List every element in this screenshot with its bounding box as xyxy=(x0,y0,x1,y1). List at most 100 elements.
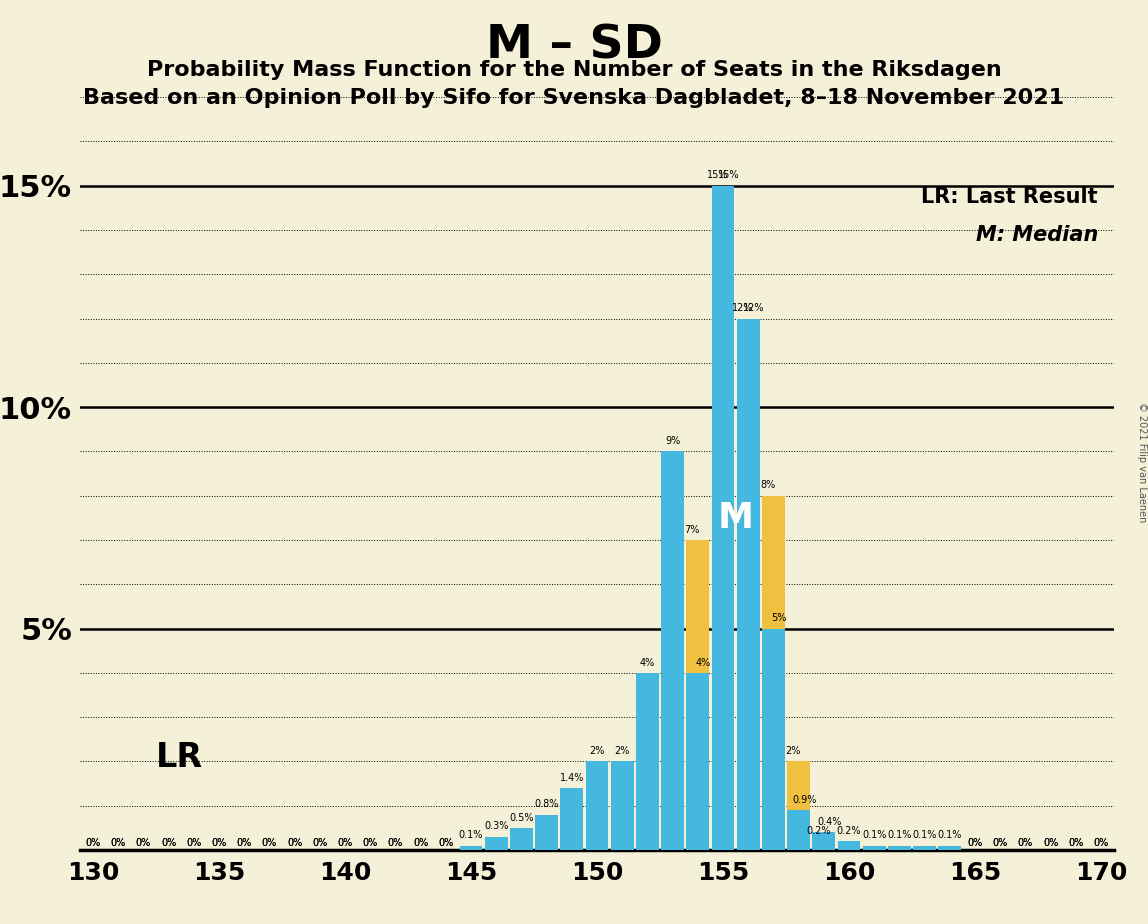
Bar xyxy=(762,628,785,850)
Bar xyxy=(938,845,961,850)
Text: 12%: 12% xyxy=(732,303,753,313)
Bar xyxy=(712,186,735,850)
Text: 0%: 0% xyxy=(110,838,126,848)
Bar xyxy=(788,761,809,850)
Text: © 2021 Filip van Laenen: © 2021 Filip van Laenen xyxy=(1138,402,1147,522)
Text: 0%: 0% xyxy=(413,838,428,848)
Text: 0%: 0% xyxy=(363,838,378,848)
Bar xyxy=(762,495,785,850)
Bar xyxy=(813,833,835,850)
Bar xyxy=(484,837,507,850)
Text: 0%: 0% xyxy=(1042,838,1058,848)
Bar xyxy=(535,815,558,850)
Bar xyxy=(661,452,684,850)
Bar xyxy=(510,828,533,850)
Text: 2%: 2% xyxy=(614,747,630,756)
Text: 0%: 0% xyxy=(236,838,251,848)
Text: 0%: 0% xyxy=(135,838,152,848)
Text: 0%: 0% xyxy=(287,838,302,848)
Text: 0.1%: 0.1% xyxy=(459,831,483,840)
Bar xyxy=(712,186,735,850)
Text: 1.4%: 1.4% xyxy=(559,772,584,783)
Text: 0%: 0% xyxy=(135,838,152,848)
Text: 0.4%: 0.4% xyxy=(817,817,841,827)
Text: Based on an Opinion Poll by Sifo for Svenska Dagbladet, 8–18 November 2021: Based on an Opinion Poll by Sifo for Sve… xyxy=(84,88,1064,108)
Bar xyxy=(913,845,936,850)
Text: 4%: 4% xyxy=(696,658,711,667)
Bar xyxy=(585,761,608,850)
Text: 0%: 0% xyxy=(262,838,277,848)
Text: 8%: 8% xyxy=(760,480,775,491)
Text: 12%: 12% xyxy=(743,303,765,313)
Text: M: Median: M: Median xyxy=(976,225,1097,245)
Text: 0.2%: 0.2% xyxy=(806,826,830,836)
Bar xyxy=(788,810,809,850)
Text: 0%: 0% xyxy=(439,838,453,848)
Text: 15%: 15% xyxy=(707,170,728,180)
Text: 0%: 0% xyxy=(413,838,428,848)
Text: LR: LR xyxy=(156,740,203,773)
Text: 0%: 0% xyxy=(968,838,983,848)
Text: 0%: 0% xyxy=(1018,838,1033,848)
Text: 0%: 0% xyxy=(110,838,126,848)
Text: 0%: 0% xyxy=(312,838,327,848)
Text: 0%: 0% xyxy=(993,838,1008,848)
Text: 0%: 0% xyxy=(1068,838,1084,848)
Text: 0.3%: 0.3% xyxy=(484,821,509,832)
Text: M – SD: M – SD xyxy=(486,23,662,68)
Text: 15%: 15% xyxy=(718,170,739,180)
Text: 0.5%: 0.5% xyxy=(509,812,534,822)
Text: 0%: 0% xyxy=(388,838,403,848)
Text: 0.8%: 0.8% xyxy=(534,799,559,809)
Text: 0.1%: 0.1% xyxy=(887,831,912,840)
Text: 0%: 0% xyxy=(388,838,403,848)
Text: 0.1%: 0.1% xyxy=(913,831,937,840)
Text: 0%: 0% xyxy=(1068,838,1084,848)
Text: 5%: 5% xyxy=(771,614,786,624)
Text: 0%: 0% xyxy=(1093,838,1109,848)
Bar xyxy=(813,841,835,850)
Text: 0.2%: 0.2% xyxy=(837,826,861,836)
Text: 2%: 2% xyxy=(785,747,800,756)
Text: 0%: 0% xyxy=(312,838,327,848)
Text: 9%: 9% xyxy=(665,436,680,446)
Text: 0%: 0% xyxy=(161,838,176,848)
Bar xyxy=(737,319,760,850)
Text: 0%: 0% xyxy=(1042,838,1058,848)
Text: LR: Last Result: LR: Last Result xyxy=(922,188,1097,207)
Text: Probability Mass Function for the Number of Seats in the Riksdagen: Probability Mass Function for the Number… xyxy=(147,60,1001,80)
Bar xyxy=(889,845,910,850)
Bar xyxy=(687,673,709,850)
Text: 0%: 0% xyxy=(262,838,277,848)
Text: 0%: 0% xyxy=(211,838,226,848)
Text: 0%: 0% xyxy=(338,838,352,848)
Text: 0%: 0% xyxy=(338,838,352,848)
Text: 2%: 2% xyxy=(589,747,605,756)
Bar xyxy=(687,540,709,850)
Text: M: M xyxy=(718,501,753,535)
Text: 7%: 7% xyxy=(684,525,700,535)
Bar xyxy=(863,845,885,850)
Text: 0%: 0% xyxy=(363,838,378,848)
Text: 0%: 0% xyxy=(85,838,101,848)
Bar xyxy=(737,319,760,850)
Text: 0%: 0% xyxy=(186,838,201,848)
Bar xyxy=(611,761,634,850)
Text: 0.1%: 0.1% xyxy=(862,831,886,840)
Bar xyxy=(459,845,482,850)
Text: 0%: 0% xyxy=(968,838,983,848)
Text: 0%: 0% xyxy=(211,838,226,848)
Text: 0.9%: 0.9% xyxy=(792,795,816,805)
Text: 0%: 0% xyxy=(186,838,201,848)
Text: 0%: 0% xyxy=(85,838,101,848)
Text: 0%: 0% xyxy=(1018,838,1033,848)
Text: 0.1%: 0.1% xyxy=(938,831,962,840)
Text: 0%: 0% xyxy=(1093,838,1109,848)
Text: 0%: 0% xyxy=(236,838,251,848)
Text: 0%: 0% xyxy=(161,838,176,848)
Text: 0%: 0% xyxy=(439,838,453,848)
Bar xyxy=(560,788,583,850)
Text: 0%: 0% xyxy=(287,838,302,848)
Bar xyxy=(636,673,659,850)
Text: 4%: 4% xyxy=(639,658,656,667)
